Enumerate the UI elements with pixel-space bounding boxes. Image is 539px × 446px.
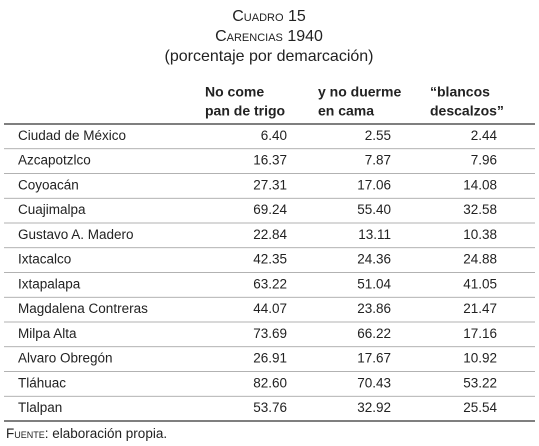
cell: 69.24 (253, 202, 287, 217)
cell: 42.35 (253, 252, 287, 267)
cell: 63.22 (253, 276, 287, 291)
source-text: : elaboración propia. (45, 426, 167, 441)
cell: 17.16 (463, 326, 497, 341)
cell: 21.47 (463, 301, 497, 316)
source-label: Fuente (6, 426, 45, 441)
cell: 25.54 (463, 400, 497, 415)
cell: 16.37 (253, 153, 287, 168)
table-label: Cuadro 15 (232, 8, 306, 25)
cell: 2.44 (471, 128, 498, 143)
cell: 70.43 (357, 375, 391, 390)
column-header: “blancos (430, 84, 490, 100)
cell: 22.84 (253, 227, 287, 242)
cell: 27.31 (253, 177, 287, 192)
column-header: No come (205, 84, 264, 100)
cell: 17.67 (357, 351, 391, 366)
cell: 55.40 (357, 202, 391, 217)
column-header: en cama (318, 103, 374, 119)
cell: 53.22 (463, 375, 497, 390)
cell: 53.76 (253, 400, 287, 415)
column-header: y no duerme (318, 84, 401, 100)
cell: 23.86 (357, 301, 391, 316)
cell: 66.22 (357, 326, 391, 341)
cell: 10.38 (463, 227, 497, 242)
cell: 41.05 (463, 276, 497, 291)
source: Fuente: elaboración propia. (6, 426, 167, 441)
cell: 32.92 (357, 400, 391, 415)
cell: 10.92 (463, 351, 497, 366)
column-header: descalzos” (430, 103, 504, 119)
cell: 32.58 (463, 202, 497, 217)
cell: 2.55 (365, 128, 391, 143)
table-subject: Carencias 1940 (215, 28, 323, 45)
row-label: Coyoacán (18, 177, 79, 192)
cell: 82.60 (253, 375, 287, 390)
column-header: pan de trigo (205, 103, 285, 119)
cell: 17.06 (357, 177, 391, 192)
table-note: (porcentaje por demarcación) (165, 48, 374, 65)
row-label: Milpa Alta (18, 326, 77, 341)
cell: 14.08 (463, 177, 497, 192)
cell: 6.40 (261, 128, 287, 143)
cell: 24.36 (357, 252, 391, 267)
cell: 13.11 (358, 227, 391, 242)
cell: 51.04 (357, 276, 391, 291)
row-label: Ixtapalapa (18, 276, 81, 291)
row-label: Cuajimalpa (18, 202, 86, 217)
row-label: Tlalpan (18, 400, 62, 415)
cell: 7.87 (365, 153, 391, 168)
row-label: Gustavo A. Madero (18, 227, 134, 242)
cell: 73.69 (253, 326, 287, 341)
row-label: Ciudad de México (18, 128, 126, 143)
cell: 26.91 (253, 351, 287, 366)
cell: 24.88 (463, 252, 497, 267)
row-label: Azcapotzlco (18, 153, 91, 168)
cell: 7.96 (471, 153, 497, 168)
row-label: Alvaro Obregón (18, 351, 113, 366)
cell: 44.07 (253, 301, 287, 316)
row-label: Tláhuac (18, 375, 66, 390)
row-label: Magdalena Contreras (18, 301, 148, 316)
row-label: Ixtacalco (18, 252, 71, 267)
